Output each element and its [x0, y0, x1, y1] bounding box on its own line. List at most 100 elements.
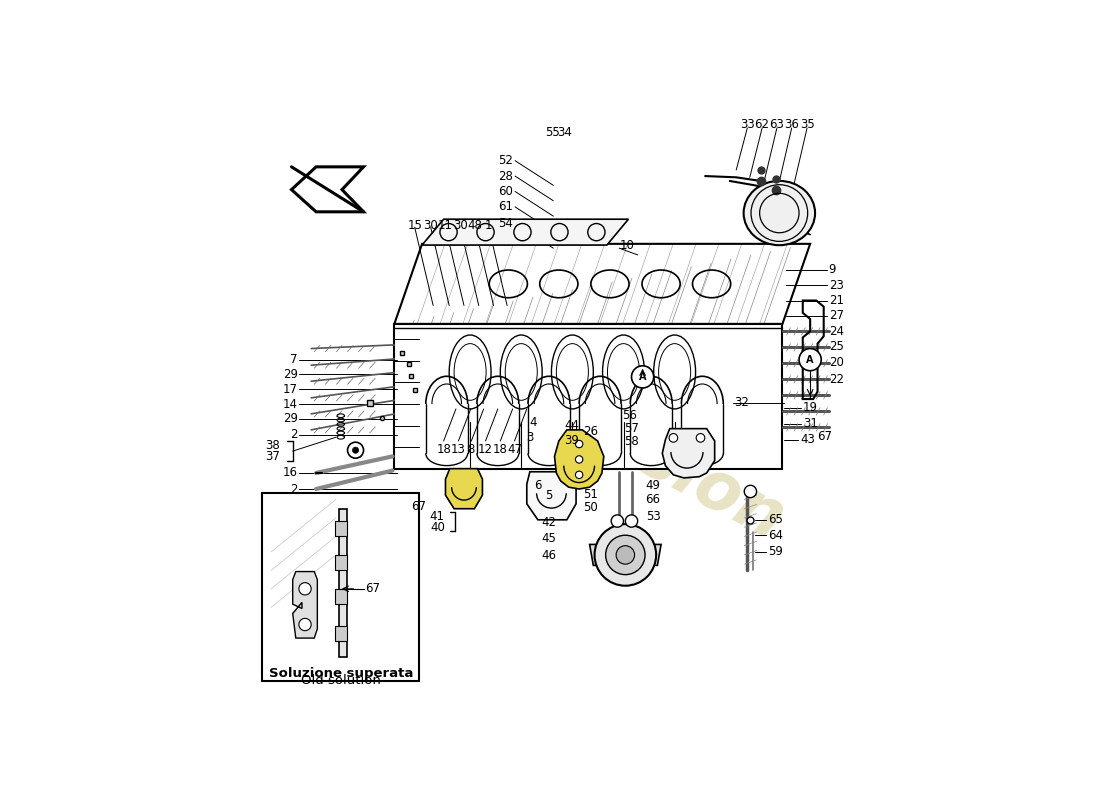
Text: 38: 38: [265, 439, 280, 452]
Circle shape: [575, 440, 583, 448]
Text: 56: 56: [623, 409, 637, 422]
Text: 55: 55: [546, 126, 560, 139]
Text: 10: 10: [619, 239, 634, 252]
Text: 2: 2: [290, 428, 298, 442]
Circle shape: [594, 524, 656, 586]
Text: 62: 62: [755, 118, 770, 131]
Text: 43: 43: [801, 434, 815, 446]
Polygon shape: [334, 555, 346, 570]
Text: 65: 65: [768, 514, 783, 526]
Polygon shape: [334, 589, 346, 604]
Text: 20: 20: [828, 356, 844, 369]
Text: 11: 11: [438, 219, 453, 232]
Text: 18: 18: [437, 443, 451, 456]
Text: 21: 21: [828, 294, 844, 307]
Text: 16: 16: [283, 466, 298, 479]
Text: 14: 14: [283, 398, 298, 410]
Text: 30: 30: [424, 219, 438, 232]
Circle shape: [696, 434, 705, 442]
Text: 24: 24: [828, 325, 844, 338]
Polygon shape: [394, 324, 782, 469]
Text: 29: 29: [283, 368, 298, 381]
Text: 2: 2: [290, 482, 298, 495]
Text: 54: 54: [498, 217, 514, 230]
Circle shape: [575, 456, 583, 463]
Text: 53: 53: [646, 510, 660, 523]
Polygon shape: [554, 430, 604, 489]
Text: A: A: [639, 372, 647, 382]
Text: 44: 44: [564, 419, 580, 432]
Text: 33: 33: [740, 118, 755, 131]
Text: 63: 63: [769, 118, 784, 131]
Text: 59: 59: [768, 546, 783, 558]
Text: 67: 67: [411, 500, 427, 514]
Text: 3: 3: [526, 431, 534, 444]
FancyBboxPatch shape: [262, 494, 419, 682]
Circle shape: [299, 582, 311, 595]
Polygon shape: [422, 219, 628, 245]
Polygon shape: [590, 545, 661, 566]
Polygon shape: [662, 429, 715, 478]
Text: 67: 67: [817, 430, 833, 442]
Text: 7: 7: [290, 353, 298, 366]
Polygon shape: [339, 509, 346, 657]
Text: 17: 17: [283, 382, 298, 396]
Text: 41: 41: [430, 510, 444, 522]
Text: 47: 47: [507, 443, 522, 456]
Polygon shape: [446, 469, 483, 509]
Text: 12: 12: [478, 443, 493, 456]
Text: 45: 45: [541, 531, 557, 545]
Text: 66: 66: [646, 494, 661, 506]
Text: 23: 23: [828, 278, 844, 292]
Text: 61: 61: [498, 200, 514, 214]
Circle shape: [669, 434, 678, 442]
Text: 22: 22: [828, 373, 844, 386]
Text: 52: 52: [498, 154, 514, 167]
Text: 49: 49: [646, 479, 661, 492]
Circle shape: [616, 546, 635, 564]
Text: 37: 37: [265, 450, 280, 463]
Text: 26: 26: [583, 425, 597, 438]
Text: 34: 34: [558, 126, 572, 139]
Text: 30: 30: [453, 219, 468, 232]
Text: 28: 28: [498, 170, 514, 182]
Text: 40: 40: [430, 521, 444, 534]
Polygon shape: [293, 571, 317, 638]
Text: 25: 25: [828, 340, 844, 354]
Text: A: A: [806, 354, 814, 365]
Text: 42: 42: [541, 516, 557, 529]
Circle shape: [625, 515, 638, 527]
Text: Old solution: Old solution: [300, 674, 381, 687]
Text: 32: 32: [735, 396, 749, 410]
Text: 13: 13: [451, 443, 466, 456]
Text: 50: 50: [583, 502, 597, 514]
Text: 9: 9: [828, 263, 836, 276]
Text: 6: 6: [535, 479, 541, 492]
Text: 1: 1: [485, 219, 493, 232]
Text: 51: 51: [583, 488, 597, 502]
Text: Soluzione superata: Soluzione superata: [268, 667, 412, 680]
Text: 60: 60: [498, 185, 514, 198]
Text: 35: 35: [800, 118, 814, 131]
Circle shape: [631, 366, 653, 388]
Text: 57: 57: [624, 422, 639, 435]
Text: 39: 39: [564, 434, 580, 446]
Text: 4: 4: [529, 416, 537, 430]
Circle shape: [575, 471, 583, 478]
Text: 46: 46: [541, 549, 557, 562]
Text: 5: 5: [546, 489, 552, 502]
Text: 18: 18: [493, 443, 508, 456]
Text: 29: 29: [283, 412, 298, 426]
Circle shape: [612, 515, 624, 527]
Ellipse shape: [744, 181, 815, 245]
Text: 15: 15: [407, 219, 422, 232]
Polygon shape: [527, 472, 576, 520]
Polygon shape: [334, 521, 346, 537]
Text: 64: 64: [768, 529, 783, 542]
Circle shape: [352, 447, 359, 454]
Circle shape: [299, 618, 311, 630]
Circle shape: [745, 486, 757, 498]
Text: 36: 36: [784, 118, 799, 131]
Circle shape: [606, 535, 645, 574]
Text: 27: 27: [828, 310, 844, 322]
